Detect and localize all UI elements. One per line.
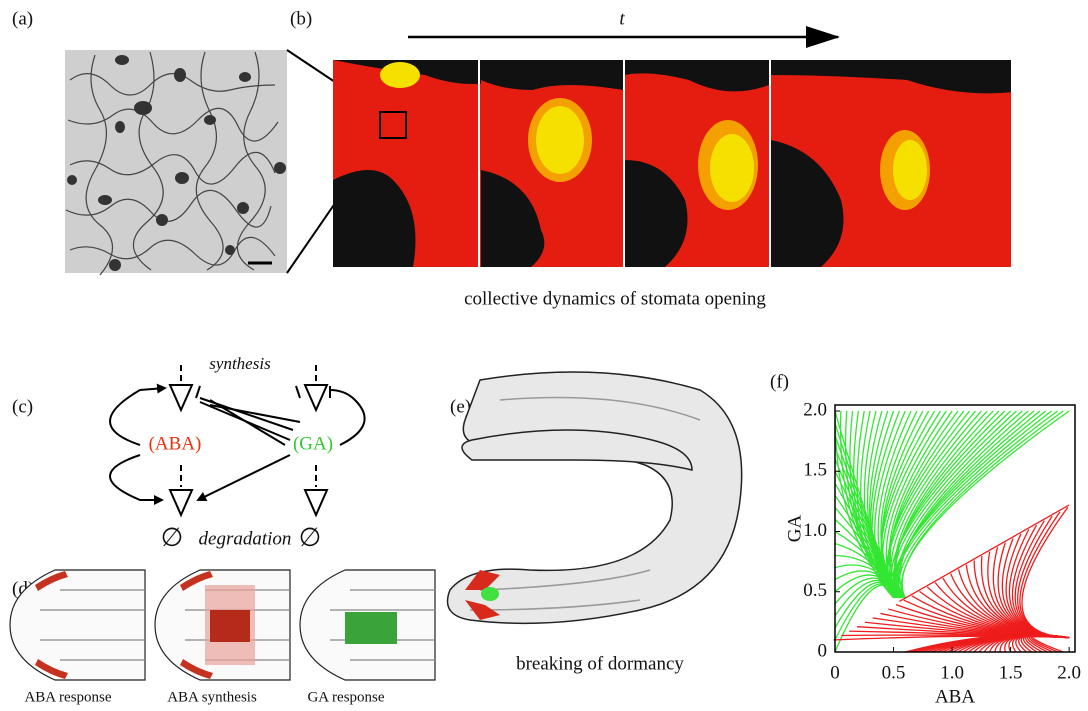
degradation-label: degradation bbox=[199, 528, 292, 549]
x-tick-label: 0 bbox=[830, 662, 840, 683]
streamlines bbox=[834, 411, 1070, 652]
root-images bbox=[10, 570, 435, 680]
x-tick-label: 1.5 bbox=[999, 662, 1023, 683]
seed-image bbox=[448, 372, 742, 623]
x-tick-label: 2.0 bbox=[1057, 662, 1081, 683]
y-axis-label: GA bbox=[784, 515, 805, 543]
panel-label: (f) bbox=[770, 371, 789, 392]
streamline bbox=[1020, 512, 1069, 638]
stomata-micrograph bbox=[65, 50, 287, 275]
streamline bbox=[896, 411, 993, 598]
streamline bbox=[835, 585, 899, 652]
caption: GA response bbox=[307, 689, 384, 705]
caption: ABA synthesis bbox=[167, 689, 257, 705]
panel-label: (b) bbox=[290, 8, 312, 29]
figure: (a) (b) t bbox=[0, 0, 1088, 711]
y-tick-label: 1.0 bbox=[803, 520, 827, 541]
y-tick-label: 2.0 bbox=[803, 399, 827, 420]
empty-set: ∅ bbox=[161, 523, 184, 552]
time-label: t bbox=[619, 8, 625, 29]
panel-label: (c) bbox=[12, 396, 33, 417]
caption: breaking of dormancy bbox=[516, 653, 684, 674]
caption: collective dynamics of stomata opening bbox=[464, 288, 766, 309]
y-tick-label: 0 bbox=[818, 640, 828, 661]
empty-set: ∅ bbox=[299, 523, 322, 552]
caption: ABA response bbox=[24, 689, 111, 705]
x-tick-label: 1.0 bbox=[940, 662, 964, 683]
stomata-frames bbox=[333, 60, 1027, 267]
x-axis-label: ABA bbox=[935, 686, 975, 707]
panel-label: (a) bbox=[12, 8, 33, 29]
aba-node: (ABA) bbox=[149, 433, 202, 454]
ga-node: (GA) bbox=[293, 433, 333, 454]
synthesis-label: synthesis bbox=[209, 354, 271, 373]
phase-plot: 0 0.5 1.0 1.5 2.0 0 0.5 1.0 1.5 2.0 ABA GA bbox=[784, 399, 1081, 707]
x-tick-label: 0.5 bbox=[882, 662, 906, 683]
y-tick-label: 1.5 bbox=[803, 460, 827, 481]
streamline bbox=[901, 411, 1069, 598]
y-tick-label: 0.5 bbox=[803, 580, 827, 601]
